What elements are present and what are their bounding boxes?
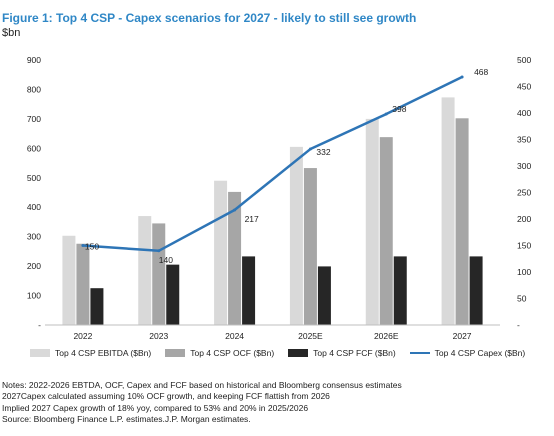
capex-data-label: 398 xyxy=(392,104,406,114)
bars xyxy=(62,97,483,326)
left-axis-ticks: - 100 200 300 400 500 600 700 800 900 xyxy=(27,55,41,330)
x-axis-tick-label: 2027 xyxy=(453,331,472,341)
note-line: Implied 2027 Capex growth of 18% yoy, co… xyxy=(2,402,309,413)
bar xyxy=(166,264,180,325)
right-axis-ticks: - 50 100 150 200 250 300 350 400 450 500 xyxy=(517,55,531,330)
bar xyxy=(469,256,483,325)
right-axis-tick-label: 300 xyxy=(517,161,531,171)
left-axis-tick-label: 500 xyxy=(27,173,41,183)
bar xyxy=(152,223,166,325)
left-axis-tick-label: 300 xyxy=(27,232,41,242)
legend: Top 4 CSP EBITDA ($Bn) Top 4 CSP OCF ($B… xyxy=(30,348,550,358)
bar xyxy=(393,256,407,325)
note-line: 2027Capex calculated assuming 10% OCF gr… xyxy=(2,391,330,402)
figure-title: Figure 1: Top 4 CSP - Capex scenarios fo… xyxy=(2,11,417,25)
bar xyxy=(90,288,104,325)
left-axis-tick-label: 100 xyxy=(27,291,41,301)
capex-data-label: 217 xyxy=(245,214,259,224)
bar xyxy=(317,266,331,325)
right-axis-tick-label: 50 xyxy=(517,294,527,304)
note-line: Source: Bloomberg Finance L.P. estimates… xyxy=(2,414,251,425)
legend-swatch-ocf xyxy=(165,349,186,357)
right-axis-tick-label: 150 xyxy=(517,241,531,251)
capex-line xyxy=(81,75,464,253)
capex-data-label: 140 xyxy=(159,255,173,265)
chart: - 100 200 300 400 500 600 700 800 900 - 50 100 150 20… xyxy=(27,55,532,341)
bar xyxy=(379,137,393,325)
capex-point xyxy=(384,112,388,116)
bar xyxy=(365,118,379,325)
note-line: Notes: 2022-2026 EBTDA, OCF, Capex and F… xyxy=(2,380,402,390)
right-axis-tick-label: 450 xyxy=(517,82,531,92)
legend-swatch-capex xyxy=(409,352,430,354)
x-axis-ticks: 2022 2023 2024 2025E 2026E 2027 xyxy=(73,331,471,341)
capex-data-label: 150 xyxy=(85,242,99,252)
bar xyxy=(228,191,242,325)
x-axis-tick-label: 2022 xyxy=(73,331,92,341)
right-axis-tick-label: 350 xyxy=(517,135,531,145)
capex-point xyxy=(157,249,161,253)
legend-swatch-fcf xyxy=(288,349,309,357)
capex-data-label: 332 xyxy=(316,147,330,157)
legend-label-capex: Top 4 CSP Capex ($Bn) xyxy=(434,348,526,358)
right-axis-tick-label: 400 xyxy=(517,108,531,118)
unit-label: $bn xyxy=(2,27,21,39)
bar xyxy=(62,235,76,325)
bar xyxy=(441,97,455,326)
legend-item-capex: Top 4 CSP Capex ($Bn) xyxy=(409,348,526,358)
left-axis-tick-label: 800 xyxy=(27,84,41,94)
bar xyxy=(242,256,256,325)
legend-item-ebitda: Top 4 CSP EBITDA ($Bn) xyxy=(30,348,151,358)
capex-data-label: 468 xyxy=(474,67,488,77)
legend-label-ocf: Top 4 CSP OCF ($Bn) xyxy=(190,348,275,358)
bar xyxy=(455,118,469,325)
capex-point xyxy=(460,75,464,79)
capex-data-labels: 150 140 217 332 398 468 xyxy=(85,67,489,265)
x-axis-tick-label: 2024 xyxy=(225,331,244,341)
bar xyxy=(76,243,90,325)
left-axis-tick-label: 600 xyxy=(27,143,41,153)
left-axis-tick-label: - xyxy=(38,320,41,330)
capex-line-path xyxy=(82,75,463,253)
x-axis-tick-label: 2026E xyxy=(374,331,399,341)
right-axis-tick-label: 500 xyxy=(517,55,531,65)
x-axis-tick-label: 2025E xyxy=(298,331,323,341)
bar xyxy=(289,146,303,325)
right-axis-tick-label: 250 xyxy=(517,188,531,198)
legend-label-fcf: Top 4 CSP FCF ($Bn) xyxy=(313,348,396,358)
bar xyxy=(138,216,152,325)
right-axis-tick-label: 200 xyxy=(517,214,531,224)
capex-point xyxy=(233,208,237,212)
notes: Notes: 2022-2026 EBTDA, OCF, Capex and F… xyxy=(2,380,402,426)
left-axis-tick-label: 200 xyxy=(27,261,41,271)
x-axis-tick-label: 2023 xyxy=(149,331,168,341)
legend-item-fcf: Top 4 CSP FCF ($Bn) xyxy=(288,348,396,358)
right-axis-tick-label: - xyxy=(517,320,520,330)
left-axis-tick-label: 700 xyxy=(27,114,41,124)
bar xyxy=(214,180,228,325)
legend-swatch-ebitda xyxy=(30,349,50,357)
left-axis-tick-label: 400 xyxy=(27,202,41,212)
right-axis-tick-label: 100 xyxy=(517,267,531,277)
legend-item-ocf: Top 4 CSP OCF ($Bn) xyxy=(165,348,274,358)
bar xyxy=(303,168,317,325)
left-axis-tick-label: 900 xyxy=(27,55,41,65)
legend-label-ebitda: Top 4 CSP EBITDA ($Bn) xyxy=(55,348,152,358)
capex-point xyxy=(308,147,312,151)
capex-point xyxy=(81,244,85,247)
